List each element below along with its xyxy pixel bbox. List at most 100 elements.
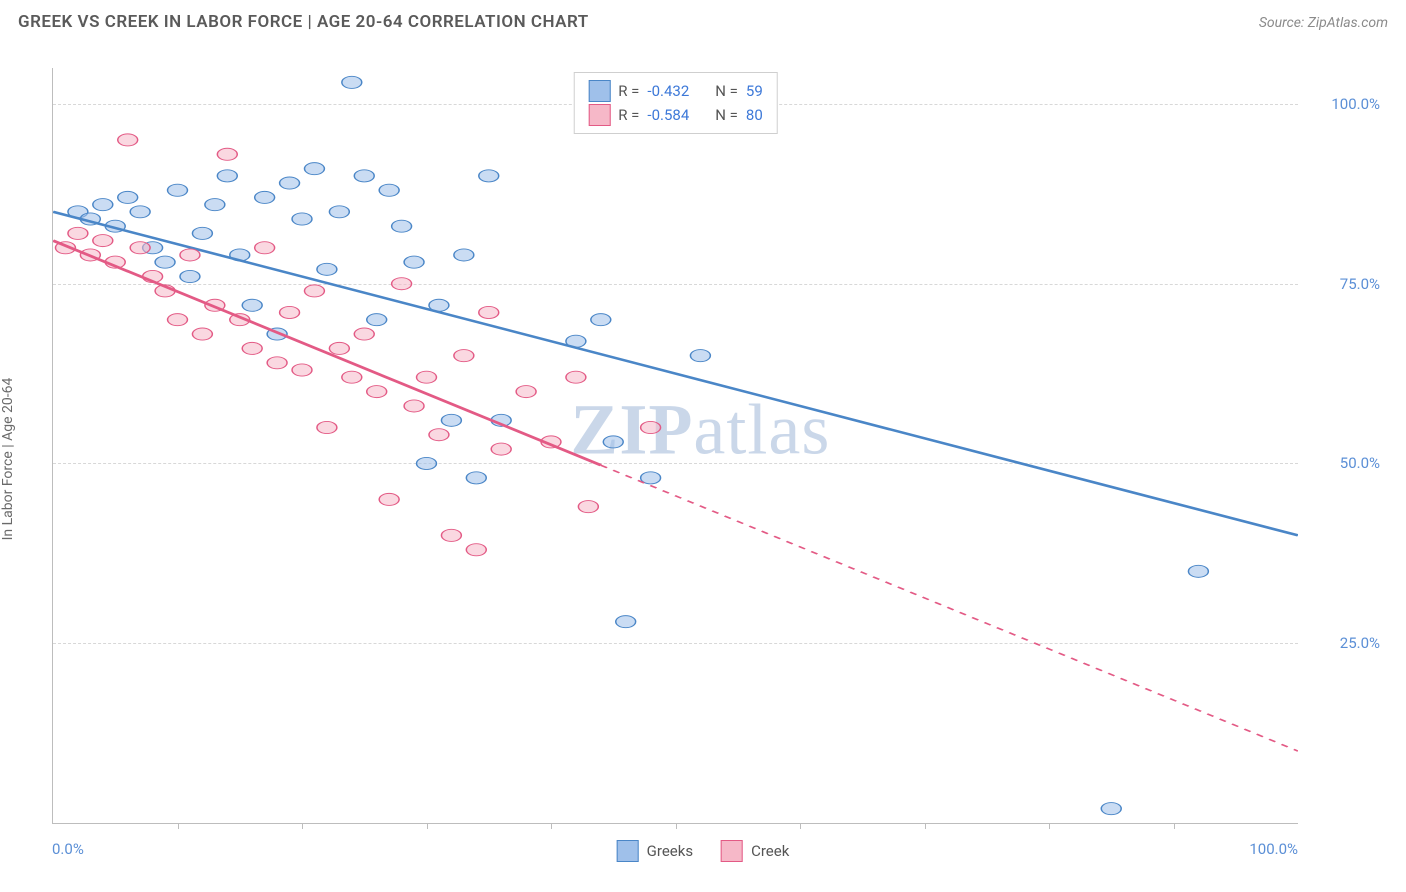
plot-area: R =-0.432N =59R =-0.584N =80 ZIPatlas 25… bbox=[52, 68, 1298, 824]
legend-swatch bbox=[721, 840, 743, 862]
scatter-point bbox=[192, 328, 212, 340]
n-label: N = bbox=[715, 103, 738, 127]
scatter-point bbox=[479, 306, 499, 318]
scatter-point bbox=[603, 436, 623, 448]
scatter-point bbox=[578, 501, 598, 513]
scatter-point bbox=[454, 249, 474, 261]
scatter-point bbox=[255, 191, 275, 203]
scatter-point bbox=[466, 472, 486, 484]
y-tick-label: 75.0% bbox=[1308, 275, 1380, 293]
legend-label: Greeks bbox=[647, 842, 693, 860]
scatter-point bbox=[441, 529, 461, 541]
scatter-point bbox=[441, 414, 461, 426]
y-axis-title: In Labor Force | Age 20-64 bbox=[0, 378, 16, 541]
r-value: -0.432 bbox=[647, 79, 689, 103]
correlation-legend: R =-0.432N =59R =-0.584N =80 bbox=[573, 72, 778, 134]
x-tick bbox=[1049, 823, 1050, 829]
scatter-point bbox=[417, 457, 437, 469]
n-label: N = bbox=[715, 79, 738, 103]
scatter-point bbox=[130, 206, 150, 218]
scatter-point bbox=[304, 285, 324, 297]
x-tick bbox=[1174, 823, 1175, 829]
scatter-point bbox=[304, 163, 324, 175]
scatter-point bbox=[180, 249, 200, 261]
y-tick-label: 50.0% bbox=[1308, 454, 1380, 472]
scatter-point bbox=[367, 314, 387, 326]
legend-row: R = -0.584 N = 80 bbox=[588, 103, 763, 127]
source-label: Source: ZipAtlas.com bbox=[1259, 15, 1388, 31]
scatter-point bbox=[491, 443, 511, 455]
scatter-point bbox=[1101, 803, 1121, 815]
scatter-point bbox=[93, 199, 113, 211]
n-value: 80 bbox=[746, 103, 763, 127]
series-legend: Greeks Creek bbox=[617, 840, 790, 862]
scatter-point bbox=[516, 386, 536, 398]
scatter-point bbox=[404, 400, 424, 412]
scatter-point bbox=[379, 493, 399, 505]
scatter-point bbox=[329, 206, 349, 218]
trend-line bbox=[53, 212, 1298, 536]
header: GREEK VS CREEK IN LABOR FORCE | AGE 20-6… bbox=[0, 0, 1406, 40]
y-tick-label: 25.0% bbox=[1308, 634, 1380, 652]
scatter-point bbox=[68, 227, 88, 239]
scatter-point bbox=[354, 328, 374, 340]
legend-swatch bbox=[588, 104, 610, 126]
scatter-point bbox=[616, 616, 636, 628]
scatter-point bbox=[342, 76, 362, 88]
scatter-point bbox=[292, 213, 312, 225]
scatter-point bbox=[217, 170, 237, 182]
scatter-point bbox=[168, 184, 188, 196]
scatter-point bbox=[155, 256, 175, 268]
x-tick bbox=[302, 823, 303, 829]
scatter-point bbox=[168, 314, 188, 326]
scatter-point bbox=[367, 386, 387, 398]
scatter-point bbox=[242, 342, 262, 354]
scatter-point bbox=[641, 421, 661, 433]
scatter-point bbox=[242, 299, 262, 311]
x-tick bbox=[427, 823, 428, 829]
scatter-point bbox=[1188, 565, 1208, 577]
scatter-point bbox=[354, 170, 374, 182]
r-value: -0.584 bbox=[647, 103, 689, 127]
r-label: R = bbox=[618, 79, 639, 103]
y-tick-label: 100.0% bbox=[1308, 95, 1380, 113]
scatter-point bbox=[130, 242, 150, 254]
scatter-point bbox=[205, 199, 225, 211]
x-tick bbox=[676, 823, 677, 829]
legend-label: Creek bbox=[751, 842, 789, 860]
scatter-point bbox=[566, 371, 586, 383]
r-label: R = bbox=[618, 103, 639, 127]
x-tick bbox=[925, 823, 926, 829]
x-tick bbox=[800, 823, 801, 829]
scatter-point bbox=[404, 256, 424, 268]
scatter-point bbox=[217, 148, 237, 160]
scatter-point bbox=[591, 314, 611, 326]
scatter-point bbox=[429, 429, 449, 441]
scatter-point bbox=[192, 227, 212, 239]
legend-row: R =-0.432N =59 bbox=[588, 79, 763, 103]
legend-swatch bbox=[588, 80, 610, 102]
scatter-point bbox=[392, 220, 412, 232]
scatter-point bbox=[329, 342, 349, 354]
legend-item: Greeks bbox=[617, 840, 693, 862]
x-tick bbox=[551, 823, 552, 829]
legend-swatch bbox=[617, 840, 639, 862]
scatter-point bbox=[392, 278, 412, 290]
x-tick bbox=[178, 823, 179, 829]
scatter-point bbox=[479, 170, 499, 182]
scatter-point bbox=[690, 350, 710, 362]
scatter-point bbox=[255, 242, 275, 254]
scatter-point bbox=[466, 544, 486, 556]
x-min-label: 0.0% bbox=[52, 840, 84, 858]
scatter-point bbox=[342, 371, 362, 383]
chart-container: In Labor Force | Age 20-64 R =-0.432N =5… bbox=[18, 44, 1388, 874]
legend-item: Creek bbox=[721, 840, 789, 862]
scatter-point bbox=[267, 357, 287, 369]
scatter-point bbox=[317, 421, 337, 433]
scatter-point bbox=[93, 235, 113, 247]
scatter-point bbox=[292, 364, 312, 376]
scatter-point bbox=[379, 184, 399, 196]
scatter-point bbox=[317, 263, 337, 275]
scatter-point bbox=[118, 134, 138, 146]
chart-title: GREEK VS CREEK IN LABOR FORCE | AGE 20-6… bbox=[18, 12, 589, 32]
